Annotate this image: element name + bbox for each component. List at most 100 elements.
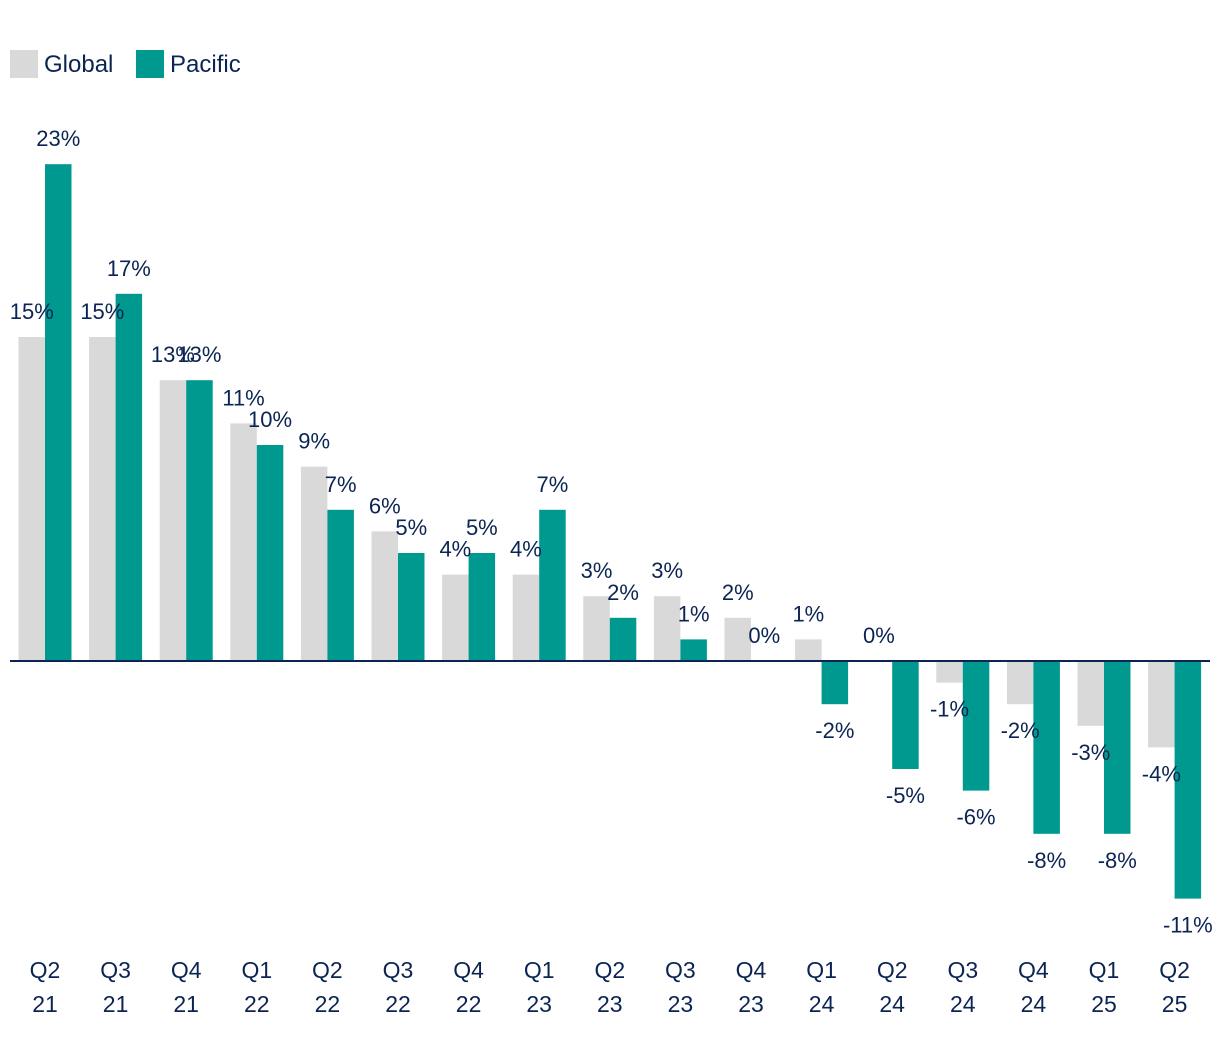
x-tick-year: 21 <box>173 991 199 1017</box>
x-tick-quarter: Q3 <box>383 957 414 983</box>
data-label-global-q4-22: 4% <box>439 537 471 562</box>
x-tick-year: 23 <box>597 991 623 1017</box>
data-label-global-q1-25: -3% <box>1071 740 1110 765</box>
data-label-global-q2-23: 3% <box>581 558 613 583</box>
bar-pacific-q2-24 <box>892 661 919 769</box>
data-label-global-q3-21: 15% <box>80 299 124 324</box>
data-labels-group: 15%23%15%17%13%13%11%10%9%7%6%5%4%5%4%7%… <box>10 126 1213 937</box>
bar-global-q3-23 <box>653 596 681 661</box>
x-axis-tick-labels: Q2 21 Q3 21 Q4 21 Q1 22 Q2 22 Q3 22 Q4 22 Q1 23 Q2 23 Q3 23… <box>30 957 1190 1017</box>
x-tick-quarter: Q1 <box>1089 957 1120 983</box>
data-label-pacific-q3-21: 17% <box>107 256 151 281</box>
x-tick-year: 21 <box>103 991 129 1017</box>
bar-global-q3-24 <box>936 661 963 683</box>
legend-swatch-pacific <box>136 50 164 78</box>
x-tick-quarter: Q2 <box>312 957 343 983</box>
x-tick-year: 22 <box>244 991 270 1017</box>
data-label-global-q2-21: 15% <box>10 299 54 324</box>
data-label-pacific-q4-21: 13% <box>177 342 221 367</box>
bar-pacific-q1-22 <box>256 445 284 661</box>
legend: Global Pacific <box>10 50 241 78</box>
bar-global-q4-24 <box>1006 661 1034 705</box>
bar-pacific-q3-23 <box>680 639 707 661</box>
x-tick-quarter: Q4 <box>453 957 484 983</box>
legend-label-global: Global <box>44 51 113 78</box>
x-tick-quarter: Q4 <box>1018 957 1049 983</box>
bar-pacific-q2-22 <box>327 509 354 661</box>
x-tick-year: 24 <box>809 991 835 1017</box>
x-tick-year: 23 <box>738 991 764 1017</box>
data-label-pacific-q3-24: -6% <box>956 805 995 830</box>
data-label-global-q3-24: -1% <box>930 697 969 722</box>
bar-global-q2-21 <box>18 337 45 661</box>
data-label-global-q1-23: 4% <box>510 537 542 562</box>
x-tick-quarter: Q4 <box>171 957 202 983</box>
x-tick-year: 23 <box>526 991 552 1017</box>
data-label-pacific-q1-23: 7% <box>537 472 569 497</box>
bar-pacific-q2-25 <box>1174 661 1202 899</box>
bar-pacific-q3-21 <box>115 293 143 661</box>
legend-label-pacific: Pacific <box>170 51 241 78</box>
x-tick-quarter: Q1 <box>524 957 555 983</box>
data-label-pacific-q3-22: 5% <box>395 515 427 540</box>
data-label-global-q4-21: 13% <box>151 342 195 367</box>
data-label-pacific-q1-24: -2% <box>815 718 854 743</box>
x-tick-quarter: Q1 <box>806 957 837 983</box>
data-label-global-q3-22: 6% <box>369 493 401 518</box>
bar-pacific-q3-22 <box>398 553 425 661</box>
data-label-pacific-q4-24: -8% <box>1027 848 1066 873</box>
x-tick-quarter: Q1 <box>241 957 272 983</box>
x-tick-year: 21 <box>32 991 58 1017</box>
x-tick-quarter: Q3 <box>100 957 131 983</box>
data-label-global-q2-22: 9% <box>298 429 330 454</box>
bar-pacific-q1-23 <box>539 509 566 661</box>
bar-global-q1-24 <box>795 639 822 661</box>
bar-global-q4-23 <box>724 617 751 661</box>
legend-swatch-global <box>10 50 38 78</box>
bar-global-q2-23 <box>583 596 610 661</box>
x-tick-year: 22 <box>385 991 411 1017</box>
x-tick-quarter: Q2 <box>594 957 625 983</box>
data-label-global-q2-25: -4% <box>1142 761 1181 786</box>
x-tick-quarter: Q2 <box>1159 957 1190 983</box>
bar-global-q3-22 <box>371 531 398 661</box>
data-label-pacific-q2-23: 2% <box>607 580 639 605</box>
data-label-pacific-q1-22: 10% <box>248 407 292 432</box>
data-label-pacific-q2-22: 7% <box>325 472 357 497</box>
x-tick-year: 24 <box>879 991 905 1017</box>
bar-global-q4-22 <box>442 574 469 661</box>
data-label-pacific-q2-24: -5% <box>886 783 925 808</box>
x-tick-quarter: Q3 <box>665 957 696 983</box>
bar-global-q2-22 <box>300 466 328 661</box>
x-tick-quarter: Q4 <box>736 957 767 983</box>
bar-global-q4-21 <box>159 380 187 661</box>
bars-group <box>18 164 1202 899</box>
x-tick-year: 22 <box>456 991 482 1017</box>
data-label-pacific-q1-25: -8% <box>1098 848 1137 873</box>
data-label-pacific-q2-25: -11% <box>1163 913 1213 938</box>
bar-global-q1-22 <box>230 423 257 661</box>
x-tick-year: 24 <box>1021 991 1047 1017</box>
bar-pacific-q2-21 <box>45 164 72 661</box>
data-label-global-q3-23: 3% <box>651 558 683 583</box>
x-tick-year: 25 <box>1091 991 1117 1017</box>
x-tick-quarter: Q2 <box>877 957 908 983</box>
x-tick-year: 23 <box>668 991 694 1017</box>
data-label-pacific-q2-21: 23% <box>36 126 80 151</box>
data-label-global-q1-22: 11% <box>222 385 264 410</box>
data-label-pacific-q4-23: 0% <box>748 623 780 648</box>
bar-pacific-q4-22 <box>468 553 496 661</box>
x-tick-year: 25 <box>1162 991 1188 1017</box>
bar-global-q1-23 <box>512 574 540 661</box>
bar-global-q3-21 <box>89 337 116 661</box>
x-tick-year: 24 <box>950 991 976 1017</box>
x-tick-year: 22 <box>315 991 341 1017</box>
data-label-pacific-q3-23: 1% <box>678 601 710 626</box>
bar-pacific-q4-21 <box>186 380 213 661</box>
bar-pacific-q2-23 <box>609 617 637 661</box>
bar-pacific-q4-24 <box>1033 661 1060 834</box>
x-tick-quarter: Q2 <box>30 957 61 983</box>
data-label-global-q1-24: 1% <box>792 601 824 626</box>
